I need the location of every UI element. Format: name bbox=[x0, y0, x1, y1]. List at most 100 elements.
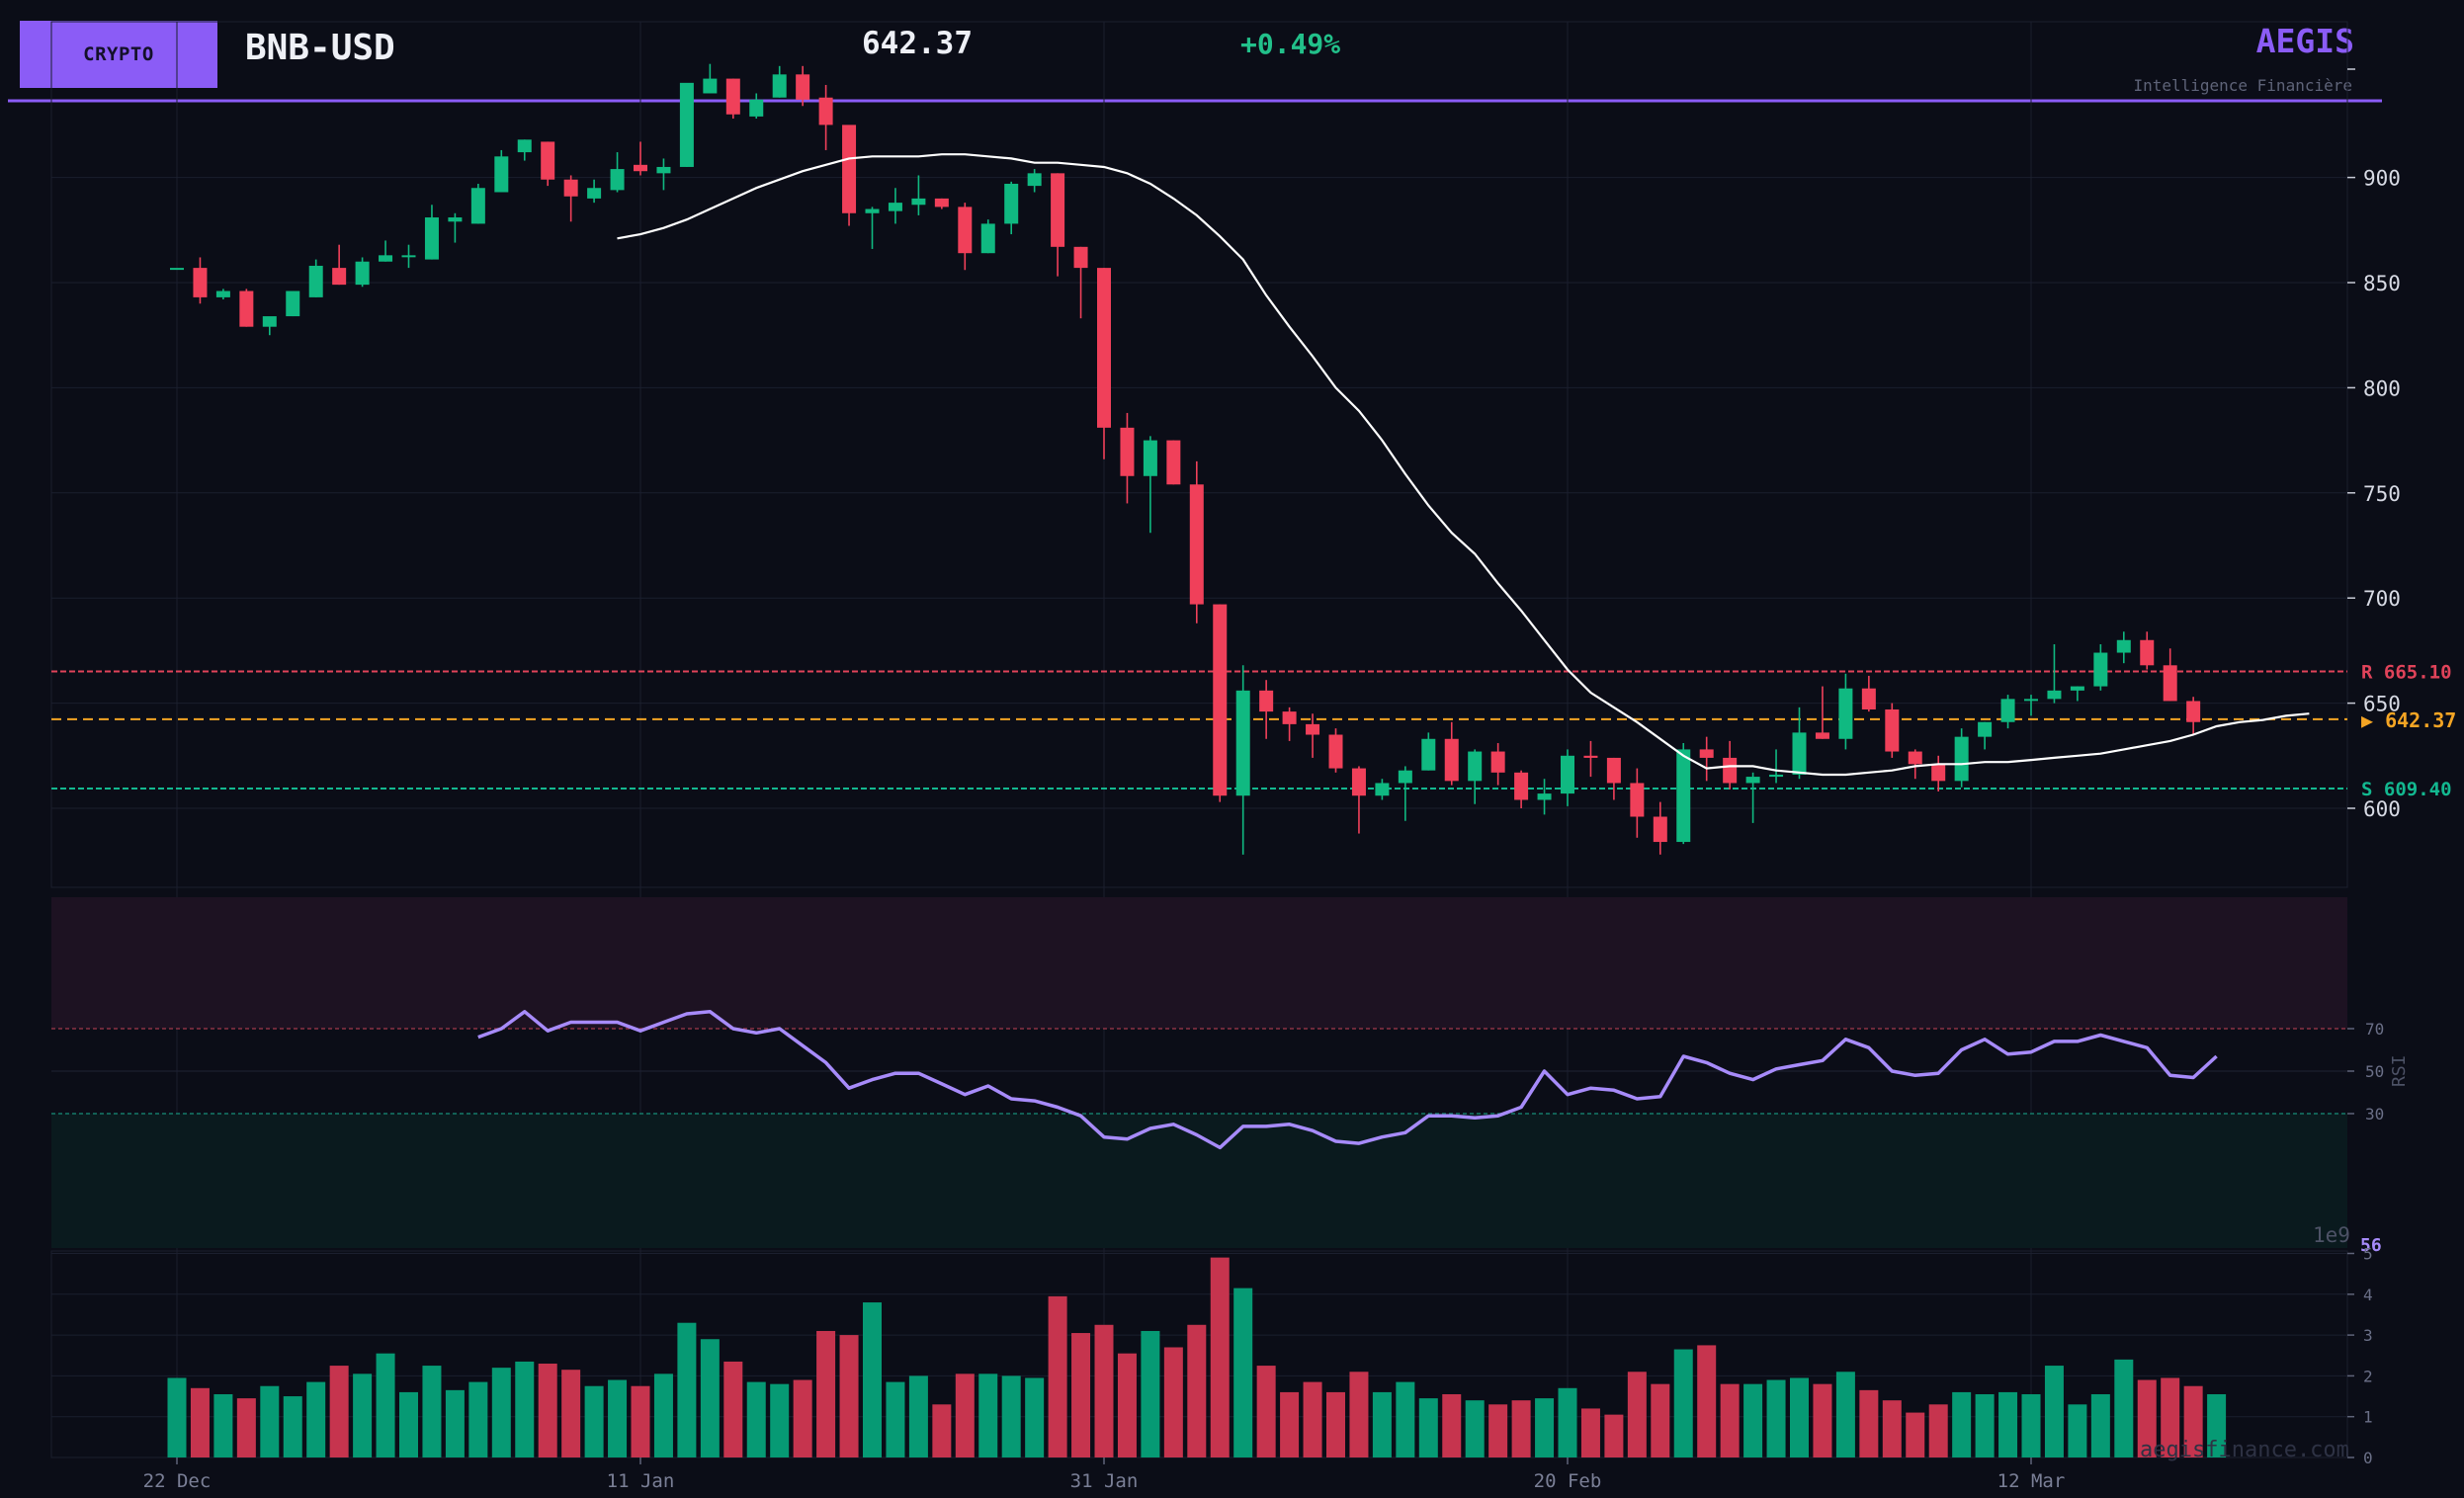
candle-body bbox=[308, 265, 323, 297]
price-tick-label: 750 bbox=[2363, 482, 2401, 506]
support-label: S 609.40 bbox=[2361, 779, 2452, 800]
candle bbox=[2163, 648, 2177, 702]
candle bbox=[1468, 749, 1483, 804]
volume-bar bbox=[1048, 1295, 1067, 1457]
volume-tick-label: 5 bbox=[2363, 1245, 2373, 1264]
volume-bar bbox=[329, 1366, 349, 1457]
volume-bar bbox=[1210, 1257, 1230, 1457]
volume-bar bbox=[2068, 1404, 2087, 1457]
candle-body bbox=[1490, 751, 1505, 773]
candle bbox=[1561, 749, 1574, 806]
candle bbox=[1885, 703, 1900, 758]
x-tick-label: 12 Mar bbox=[1997, 1470, 2066, 1492]
candle bbox=[1306, 713, 1320, 758]
volume-bar bbox=[723, 1361, 743, 1457]
symbol-title: BNB-USD bbox=[245, 28, 395, 68]
volume-bar bbox=[1580, 1408, 1600, 1457]
candle-body bbox=[494, 156, 509, 193]
price-line-label: ▶ 642.37 bbox=[2361, 708, 2456, 732]
candle-body bbox=[170, 268, 184, 271]
volume-bar bbox=[1859, 1389, 1879, 1457]
candle-body bbox=[1351, 768, 1366, 796]
volume-bar bbox=[1928, 1404, 1948, 1457]
watermark: aegisfinance.com bbox=[2140, 1438, 2349, 1462]
candle bbox=[842, 125, 857, 226]
candle bbox=[1978, 721, 1993, 750]
volume-bar bbox=[1117, 1353, 1137, 1457]
volume-bar bbox=[1697, 1345, 1717, 1457]
candle bbox=[679, 82, 694, 167]
candle bbox=[541, 141, 555, 187]
candle bbox=[1769, 749, 1784, 784]
candle-body bbox=[796, 74, 810, 100]
volume-bar bbox=[1511, 1400, 1531, 1457]
candle bbox=[215, 289, 230, 300]
candle-body bbox=[424, 217, 439, 260]
volume-bar bbox=[1418, 1398, 1438, 1457]
volume-bar bbox=[190, 1387, 210, 1457]
volume-bar bbox=[1882, 1400, 1902, 1457]
volume-bar bbox=[1280, 1391, 1300, 1457]
candle bbox=[1282, 707, 1297, 741]
volume-bar bbox=[1187, 1324, 1207, 1457]
candle bbox=[517, 139, 532, 161]
volume-bar bbox=[886, 1381, 905, 1457]
candle-body bbox=[610, 169, 625, 191]
candle bbox=[1051, 173, 1065, 277]
price-tick-label: 700 bbox=[2363, 587, 2401, 611]
rsi-overbought-zone bbox=[51, 897, 2347, 1029]
moving-average-line bbox=[617, 153, 2310, 777]
volume-bar bbox=[1326, 1391, 1345, 1457]
candle-body bbox=[749, 99, 764, 117]
candle-body bbox=[842, 125, 857, 213]
candle bbox=[934, 198, 949, 209]
candle-body bbox=[563, 179, 578, 197]
candle-body bbox=[1908, 751, 1922, 765]
candle-body bbox=[1328, 734, 1343, 769]
volume-bar bbox=[491, 1368, 511, 1457]
volume-bar bbox=[839, 1335, 859, 1457]
volume-bar bbox=[445, 1389, 465, 1457]
volume-bar bbox=[1001, 1375, 1021, 1457]
candle-body bbox=[2047, 690, 2062, 700]
candle-body bbox=[2140, 639, 2155, 666]
candle bbox=[911, 175, 926, 215]
volume-bar bbox=[863, 1302, 882, 1457]
resistance-label: R 665.10 bbox=[2361, 661, 2452, 683]
volume-bar bbox=[631, 1385, 650, 1457]
candle-body bbox=[1213, 604, 1228, 796]
candle-body bbox=[470, 188, 485, 224]
candle bbox=[1490, 743, 1505, 786]
candle-body bbox=[911, 198, 926, 206]
candle-body bbox=[1444, 738, 1459, 782]
volume-bar bbox=[1256, 1366, 1276, 1457]
candle-body bbox=[1073, 246, 1088, 269]
candle bbox=[355, 257, 370, 288]
volume-bar bbox=[306, 1381, 326, 1457]
candle-body bbox=[679, 82, 694, 167]
volume-bar bbox=[1163, 1347, 1183, 1457]
volume-bar bbox=[2114, 1359, 2134, 1457]
volume-bar bbox=[1488, 1404, 1508, 1457]
candle bbox=[1861, 675, 1876, 712]
volume-bar bbox=[677, 1322, 697, 1457]
candle-body bbox=[2070, 686, 2084, 691]
candle-body bbox=[1630, 783, 1645, 817]
candle-body bbox=[2093, 652, 2108, 687]
volume-bar bbox=[1998, 1391, 2018, 1457]
candle-body bbox=[1282, 711, 1297, 724]
candle bbox=[1120, 412, 1135, 504]
price-change: +0.49% bbox=[1240, 28, 1341, 60]
candle-body bbox=[1815, 732, 1829, 739]
candle bbox=[1537, 779, 1552, 815]
candle-body bbox=[1421, 738, 1436, 771]
rsi-tick-label: 50 bbox=[2365, 1062, 2384, 1081]
volume-bar bbox=[1766, 1379, 1786, 1457]
volume-bar bbox=[1720, 1383, 1740, 1457]
candle bbox=[2000, 695, 2015, 729]
candle-body bbox=[1189, 484, 1204, 605]
volume-bar bbox=[2137, 1379, 2157, 1457]
volume-bar bbox=[584, 1385, 604, 1457]
last-price: 642.37 bbox=[862, 26, 973, 61]
volume-tick-label: 4 bbox=[2363, 1286, 2373, 1304]
